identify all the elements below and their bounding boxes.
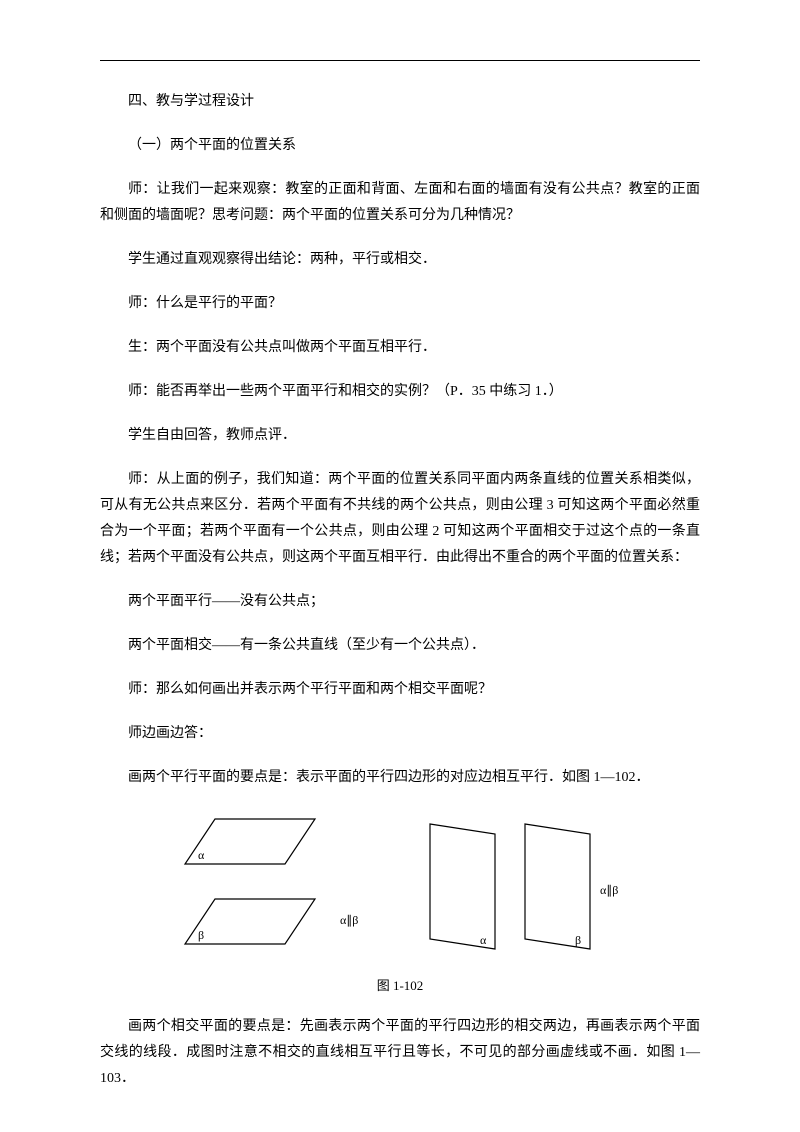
svg-text:β: β [198,928,204,942]
body-para: 学生自由回答，教师点评． [100,423,700,449]
body-para: 画两个相交平面的要点是：先画表示两个平面的平行四边形的相交两边，再画表示两个平面… [100,1014,700,1092]
svg-text:α: α [480,933,487,947]
parallel-planes-diagram: α β α∥β α β α∥β [170,809,630,969]
svg-text:α∥β: α∥β [340,913,358,927]
figure-caption: 图 1-102 [100,975,700,994]
svg-text:β: β [575,933,581,947]
body-para: 师：从上面的例子，我们知道：两个平面的位置关系同平面内两条直线的位置关系相类似，… [100,467,700,571]
body-para: 两个平面相交——有一条公共直线（至少有一个公共点）． [100,633,700,659]
body-para: 师：能否再举出一些两个平面平行和相交的实例？（P．35 中练习 1．） [100,379,700,405]
svg-text:α∥β: α∥β [600,883,618,897]
body-para: 师边画边答： [100,721,700,747]
body-para: 师：让我们一起来观察：教室的正面和背面、左面和右面的墙面有没有公共点？教室的正面… [100,177,700,229]
svg-text:α: α [198,848,205,862]
subsection-heading: （一）两个平面的位置关系 [100,133,700,159]
body-para: 画两个平行平面的要点是：表示平面的平行四边形的对应边相互平行．如图 1—102． [100,765,700,791]
body-para: 生：两个平面没有公共点叫做两个平面互相平行． [100,335,700,361]
section-heading: 四、教与学过程设计 [100,89,700,115]
body-para: 师：那么如何画出并表示两个平行平面和两个相交平面呢？ [100,677,700,703]
body-para: 学生通过直观观察得出结论：两种，平行或相交． [100,247,700,273]
body-para: 两个平面平行——没有公共点； [100,589,700,615]
top-rule [100,60,700,61]
body-para: 师：什么是平行的平面？ [100,291,700,317]
figure-1-102: α β α∥β α β α∥β [100,809,700,969]
